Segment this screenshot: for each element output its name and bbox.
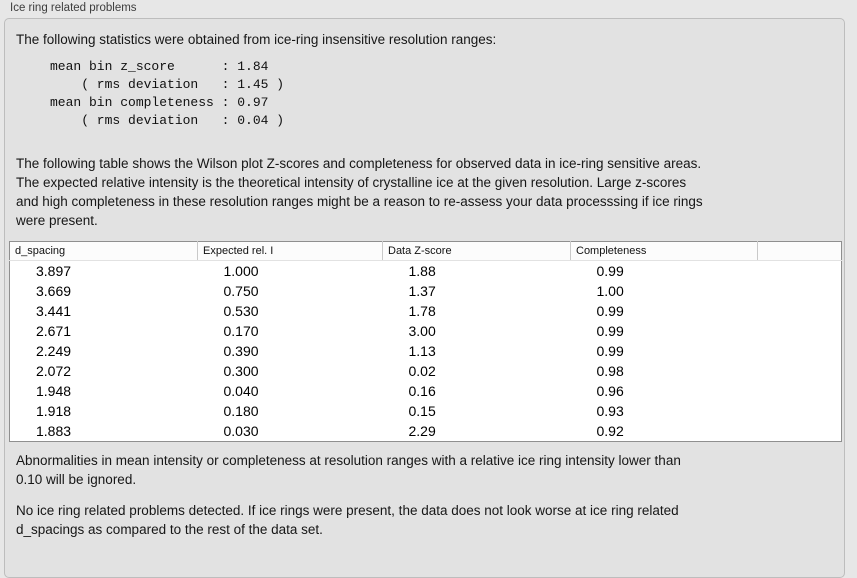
table-cell-empty xyxy=(758,341,842,361)
table-row[interactable]: 1.883 0.030 2.29 0.92 xyxy=(10,421,842,442)
table-cell: 3.897 xyxy=(36,263,72,279)
table-cell: 2.249 xyxy=(36,343,72,359)
table-cell: 0.300 xyxy=(223,363,259,379)
page: { "section": { "title": "Ice ring relate… xyxy=(4,2,845,578)
table-cell: 0.030 xyxy=(223,423,259,439)
table-cell-empty xyxy=(758,321,842,341)
table-cell: 0.15 xyxy=(408,403,436,419)
stats-block: mean bin z_score : 1.84 ( rms deviation … xyxy=(50,59,285,128)
table-cell: 0.530 xyxy=(223,303,259,319)
table-cell: 0.170 xyxy=(223,323,259,339)
table-cell: 3.00 xyxy=(408,323,436,339)
table-cell: 0.16 xyxy=(408,383,436,399)
column-header-empty xyxy=(757,241,842,261)
table-description: The following table shows the Wilson plo… xyxy=(16,156,703,228)
table-cell: 1.918 xyxy=(36,403,72,419)
table-cell: 3.669 xyxy=(36,283,72,299)
table-cell: 0.98 xyxy=(596,363,624,379)
table-cell: 0.96 xyxy=(596,383,624,399)
table-cell: 1.88 xyxy=(408,263,436,279)
table-cell: 1.883 xyxy=(36,423,72,439)
column-header-d-spacing[interactable]: d_spacing xyxy=(9,241,198,261)
table-cell: 0.99 xyxy=(596,263,624,279)
table-cell-empty xyxy=(758,361,842,381)
table-row[interactable]: 3.441 0.530 1.78 0.99 xyxy=(10,301,842,321)
table-cell: 2.072 xyxy=(36,363,72,379)
column-header-completeness[interactable]: Completeness xyxy=(570,241,758,261)
ice-ring-panel: The following statistics were obtained f… xyxy=(4,18,845,578)
ignore-note: Abnormalities in mean intensity or compl… xyxy=(16,453,681,487)
column-header-expected-rel-i[interactable]: Expected rel. I xyxy=(197,241,383,261)
table-row[interactable]: 1.948 0.040 0.16 0.96 xyxy=(10,381,842,401)
table-cell: 0.02 xyxy=(408,363,436,379)
section-title: Ice ring related problems xyxy=(10,2,137,14)
table-cell: 2.671 xyxy=(36,323,72,339)
ice-ring-table: d_spacing Expected rel. I Data Z-score C… xyxy=(9,241,842,442)
table-row[interactable]: 2.671 0.170 3.00 0.99 xyxy=(10,321,842,341)
table-cell: 1.78 xyxy=(408,303,436,319)
table-cell: 0.390 xyxy=(223,343,259,359)
table-cell: 0.93 xyxy=(596,403,624,419)
table-cell: 3.441 xyxy=(36,303,72,319)
table-header-row: d_spacing Expected rel. I Data Z-score C… xyxy=(9,241,842,261)
table-cell: 2.29 xyxy=(408,423,436,439)
table-cell-empty xyxy=(758,421,842,442)
table-cell: 0.750 xyxy=(223,283,259,299)
table-cell-empty xyxy=(758,281,842,301)
table-cell: 0.99 xyxy=(596,323,624,339)
table-cell: 0.99 xyxy=(596,303,624,319)
table-cell: 1.13 xyxy=(408,343,436,359)
table-body: 3.897 1.000 1.88 0.99 3.669 0.750 1.37 1.00 3.44… xyxy=(10,261,842,442)
table-cell: 1.000 xyxy=(223,263,259,279)
table-header: d_spacing Expected rel. I Data Z-score C… xyxy=(9,241,842,261)
table-cell: 0.180 xyxy=(223,403,259,419)
table-row[interactable]: 1.918 0.180 0.15 0.93 xyxy=(10,401,842,421)
table-cell: 0.99 xyxy=(596,343,624,359)
table-cell: 1.37 xyxy=(408,283,436,299)
table-cell: 0.040 xyxy=(223,383,259,399)
column-header-data-z-score[interactable]: Data Z-score xyxy=(382,241,571,261)
table-cell-empty xyxy=(758,401,842,421)
table-row[interactable]: 3.669 0.750 1.37 1.00 xyxy=(10,281,842,301)
table-cell: 1.948 xyxy=(36,383,72,399)
table-cell-empty xyxy=(758,301,842,321)
table-cell-empty xyxy=(758,261,842,282)
table-row[interactable]: 3.897 1.000 1.88 0.99 xyxy=(10,261,842,282)
table-row[interactable]: 2.249 0.390 1.13 0.99 xyxy=(10,341,842,361)
table-row[interactable]: 2.072 0.300 0.02 0.98 xyxy=(10,361,842,381)
table-cell: 1.00 xyxy=(596,283,624,299)
table-cell-empty xyxy=(758,381,842,401)
conclusion-text: No ice ring related problems detected. I… xyxy=(16,503,679,537)
table-cell: 0.92 xyxy=(596,423,624,439)
intro-text: The following statistics were obtained f… xyxy=(16,32,497,47)
